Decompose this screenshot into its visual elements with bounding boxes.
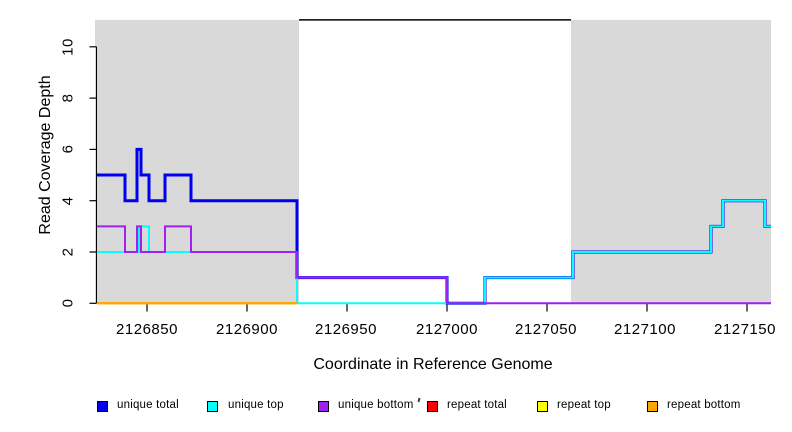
x-tick-label-2127050: 2127050 <box>515 321 577 338</box>
x-tick-label-2126850: 2126850 <box>116 321 178 338</box>
series-unique-top <box>97 199 771 305</box>
y-tick-label-6: 6 <box>59 144 77 154</box>
x-axis-title: Coordinate in Reference Genome <box>313 356 553 373</box>
x-tick-label-2127150: 2127150 <box>714 321 776 338</box>
y-tick-label-2: 2 <box>59 247 77 257</box>
y-tick-label-4: 4 <box>59 196 77 206</box>
x-tick-label-2126950: 2126950 <box>315 321 377 338</box>
x-tick-label-2127100: 2127100 <box>614 321 676 338</box>
repeat-region-shade-0 <box>95 19 299 304</box>
y-tick-label-0: 0 <box>59 298 77 308</box>
repeat-region-shade-1 <box>571 19 771 304</box>
y-tick-label-10: 10 <box>59 38 77 56</box>
y-tick-label-8: 8 <box>59 93 77 103</box>
y-axis-title: Read Coverage Depth <box>37 75 54 235</box>
x-tick-label-2127000: 2127000 <box>416 321 478 338</box>
x-tick-label-2126900: 2126900 <box>216 321 278 338</box>
series-unique-bottom <box>97 225 771 305</box>
